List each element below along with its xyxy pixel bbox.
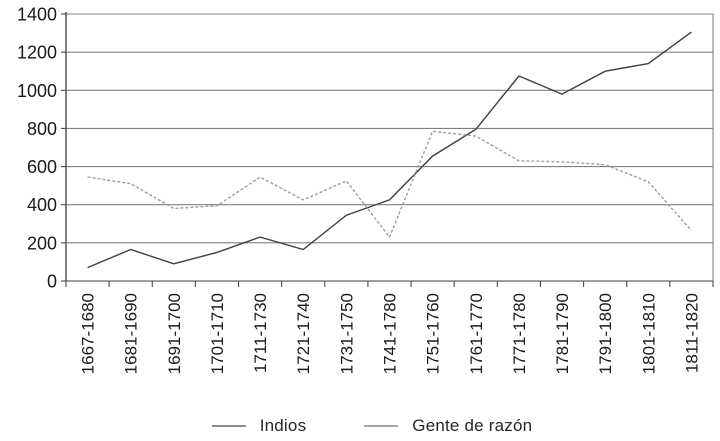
x-axis-label: 1691-1700: [165, 293, 184, 374]
population-line-chart: 0 200 400 600 800 1000 1200 1400 1667-1680 1681-1…: [17, 5, 714, 374]
x-axis-label: 1711-1730: [251, 293, 270, 373]
legend-label-indios: Indios: [259, 416, 307, 435]
x-axis-label: 1681-1690: [122, 293, 141, 374]
y-axis-label: 1000: [17, 81, 57, 101]
legend-item-indios: Indios: [211, 416, 307, 436]
legend-item-gente-de-razon: Gente de razón: [364, 416, 532, 436]
x-axis-label: 1791-1800: [596, 293, 615, 374]
x-axis-label: 1667-1680: [79, 293, 98, 374]
x-axis-label: 1741-1780: [381, 293, 400, 374]
y-axis-label: 400: [27, 195, 57, 215]
x-axis-label: 1811-1820: [682, 293, 701, 373]
x-axis-label: 1781-1790: [553, 293, 572, 374]
y-axis-label: 200: [27, 233, 57, 253]
x-axis-label: 1771-1780: [510, 293, 529, 374]
gente-de-razon-line-swatch: [364, 425, 399, 427]
y-axis-label: 0: [47, 272, 57, 292]
chart-legend: Indios Gente de razón: [12, 416, 720, 436]
y-axis-label: 1200: [17, 43, 57, 63]
x-axis-label: 1801-1810: [639, 293, 658, 374]
series-line-indios: [87, 31, 692, 269]
x-axis-label: 1761-1770: [467, 293, 486, 374]
indios-line-swatch: [211, 425, 246, 427]
x-axis-label: 1751-1760: [424, 293, 443, 374]
x-axis-label: 1721-1740: [294, 293, 313, 374]
y-axis-label: 1400: [17, 5, 57, 25]
y-axis-label: 600: [27, 157, 57, 177]
x-axis-label: 1701-1710: [208, 293, 227, 374]
x-axis-label: 1731-1750: [337, 293, 356, 374]
y-axis-label: 800: [27, 119, 57, 139]
legend-label-gente-de-razon: Gente de razón: [412, 416, 533, 435]
series-line-gente-de-razon: [87, 130, 692, 239]
